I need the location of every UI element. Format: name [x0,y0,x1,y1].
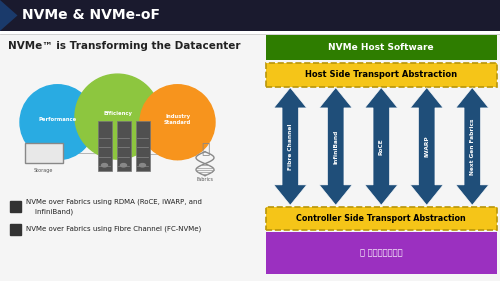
Polygon shape [0,0,18,31]
Text: Next Gen Fabrics: Next Gen Fabrics [470,118,475,175]
Circle shape [120,164,126,167]
FancyBboxPatch shape [266,232,497,274]
FancyBboxPatch shape [10,201,21,212]
Text: NVMe & NVMe-oF: NVMe & NVMe-oF [22,8,160,22]
FancyBboxPatch shape [136,121,149,171]
Text: RoCE: RoCE [379,138,384,155]
Circle shape [102,164,107,167]
Text: iWARP: iWARP [424,136,429,157]
Text: NVMe over Fabrics using RDMA (RoCE, iWARP, and: NVMe over Fabrics using RDMA (RoCE, iWAR… [26,198,202,205]
Ellipse shape [75,74,160,159]
Text: Industry
Standard: Industry Standard [164,114,191,125]
FancyBboxPatch shape [98,121,112,171]
Text: InfiniBand): InfiniBand) [26,208,73,215]
FancyBboxPatch shape [25,143,62,163]
Ellipse shape [140,85,215,160]
Text: Host Side Transport Abstraction: Host Side Transport Abstraction [305,70,458,79]
Polygon shape [320,88,352,205]
Polygon shape [274,88,306,205]
FancyBboxPatch shape [266,35,497,60]
Text: 🐾 全栈云技术架构: 🐾 全栈云技术架构 [360,248,403,257]
Text: ➰: ➰ [201,142,209,156]
FancyBboxPatch shape [10,223,21,235]
FancyBboxPatch shape [266,207,497,230]
Text: Fabrics: Fabrics [196,177,214,182]
Text: Fibre Channel: Fibre Channel [288,123,293,170]
Text: Storage: Storage [34,167,54,173]
FancyBboxPatch shape [266,63,497,87]
Text: NVMe Host Software: NVMe Host Software [328,43,434,52]
Text: InfiniBand: InfiniBand [333,129,338,164]
Circle shape [140,164,145,167]
Polygon shape [365,88,398,205]
FancyBboxPatch shape [0,0,500,31]
Polygon shape [410,88,443,205]
Ellipse shape [20,85,95,160]
Text: Controller Side Transport Abstraction: Controller Side Transport Abstraction [296,214,466,223]
Text: Efficiency: Efficiency [103,111,132,116]
Text: NVMe over Fabrics using Fibre Channel (FC-NVMe): NVMe over Fabrics using Fibre Channel (F… [26,226,201,232]
Text: NVMe™ is Transforming the Datacenter: NVMe™ is Transforming the Datacenter [8,41,240,51]
FancyBboxPatch shape [0,34,500,281]
FancyBboxPatch shape [116,121,130,171]
Polygon shape [456,88,488,205]
Text: Performance: Performance [38,117,76,122]
